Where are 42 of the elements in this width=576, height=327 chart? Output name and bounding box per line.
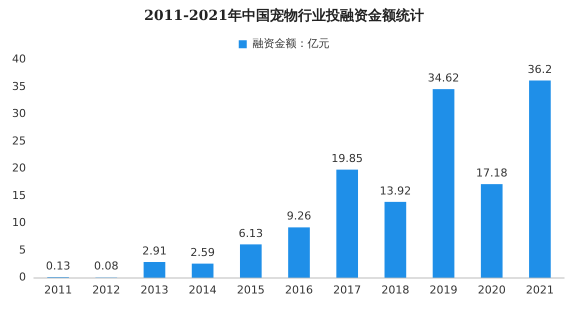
y-tick-label: 25 [12,134,26,148]
x-tick-label: 2020 [478,283,506,296]
bar [384,202,406,278]
data-label: 17.18 [476,166,508,180]
x-tick-label: 2015 [236,283,265,296]
x-tick-label: 2019 [430,283,458,296]
y-tick-label: 20 [12,162,26,175]
x-tick-label: 2021 [526,283,554,296]
data-label: 0.13 [46,259,70,272]
x-tick-label: 2018 [381,283,410,296]
bar [529,80,551,278]
y-tick-label: 35 [12,80,26,93]
bar [144,262,166,278]
data-label: 0.08 [94,260,119,273]
bar [288,227,310,278]
data-label: 6.13 [238,226,264,240]
data-label: 2.59 [190,246,215,260]
data-label: 19.85 [331,152,363,165]
legend-label: 融资金额：亿元 [252,37,330,50]
data-label: 2.91 [142,244,167,258]
x-tick-label: 2012 [92,283,120,296]
y-tick-label: 15 [12,188,26,202]
bar [336,170,358,278]
bar [432,89,454,278]
data-label: 13.92 [380,184,412,198]
bar [480,184,503,278]
y-tick-label: 40 [12,52,26,66]
bar [240,244,262,278]
x-tick-label: 2017 [333,283,362,296]
bar [192,264,214,278]
x-tick-label: 2016 [285,283,313,296]
x-tick-label: 2014 [188,283,217,296]
y-tick-label: 5 [18,243,26,256]
y-tick-label: 30 [12,107,26,120]
data-label: 34.62 [428,71,460,84]
data-label: 9.26 [286,210,312,223]
y-tick-label: 0 [18,270,26,284]
y-tick-label: 10 [12,216,26,230]
chart-title: 2011-2021年中国宠物行业投融资金额统计 [144,7,424,24]
data-label: 36.2 [528,62,552,76]
x-tick-label: 2011 [44,283,72,296]
x-tick-label: 2013 [140,283,168,296]
